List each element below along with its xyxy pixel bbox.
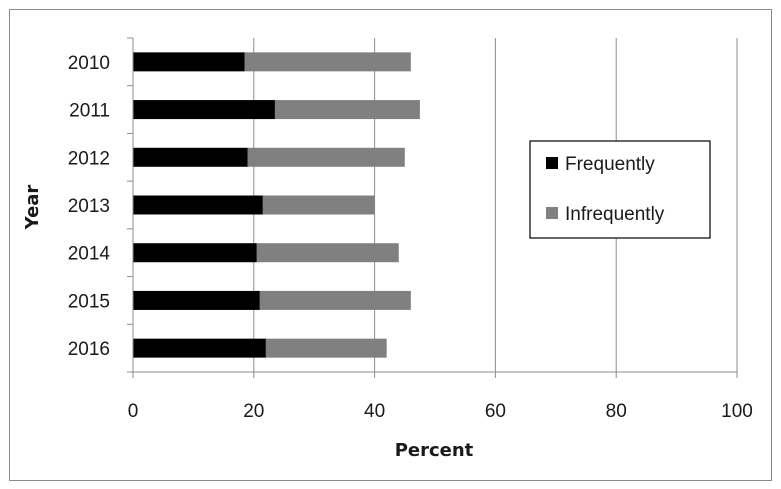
x-tick-label: 0 xyxy=(128,401,139,422)
bar-infrequently-2011 xyxy=(274,100,420,120)
bar-frequently-2014 xyxy=(133,243,257,263)
x-tick-label: 40 xyxy=(364,401,385,422)
bar-frequently-2011 xyxy=(133,100,275,120)
bars xyxy=(133,52,420,358)
legend-box xyxy=(529,140,711,239)
legend-label-infrequently: Infrequently xyxy=(565,204,665,225)
y-tick-labels: 2010 2011 2012 2013 2014 2015 2016 xyxy=(68,53,111,360)
x-tick-label: 80 xyxy=(606,401,627,422)
x-tick-label: 20 xyxy=(243,401,264,422)
y-axis-title: Year xyxy=(22,185,43,231)
y-tick-label: 2010 xyxy=(68,53,110,74)
y-tick-label: 2013 xyxy=(68,196,110,217)
bar-frequently-2015 xyxy=(133,290,260,310)
x-tick-label: 60 xyxy=(485,401,506,422)
gridlines xyxy=(253,38,738,372)
bar-frequently-2010 xyxy=(133,52,245,72)
y-tick-label: 2014 xyxy=(68,244,111,265)
axes xyxy=(127,37,738,378)
bar-infrequently-2014 xyxy=(256,243,399,263)
x-tick-labels: 0 20 40 60 80 100 xyxy=(128,401,753,422)
y-tick-label: 2015 xyxy=(68,291,110,312)
bar-frequently-2013 xyxy=(133,195,263,215)
legend: Frequently Infrequently xyxy=(529,140,711,239)
bar-frequently-2012 xyxy=(133,147,248,167)
bar-infrequently-2012 xyxy=(247,147,405,167)
x-axis-title: Percent xyxy=(395,440,474,461)
bar-infrequently-2013 xyxy=(262,195,375,215)
legend-swatch-infrequently xyxy=(546,207,558,219)
bar-frequently-2016 xyxy=(133,338,266,358)
bar-infrequently-2010 xyxy=(244,52,411,72)
bar-infrequently-2016 xyxy=(265,338,387,358)
y-tick-label: 2016 xyxy=(68,339,110,360)
x-tick-label: 100 xyxy=(721,401,753,422)
y-tick-label: 2012 xyxy=(68,148,110,169)
legend-swatch-frequently xyxy=(546,157,558,169)
y-tick-label: 2011 xyxy=(69,101,110,122)
bar-infrequently-2015 xyxy=(259,290,411,310)
legend-label-frequently: Frequently xyxy=(565,154,655,175)
